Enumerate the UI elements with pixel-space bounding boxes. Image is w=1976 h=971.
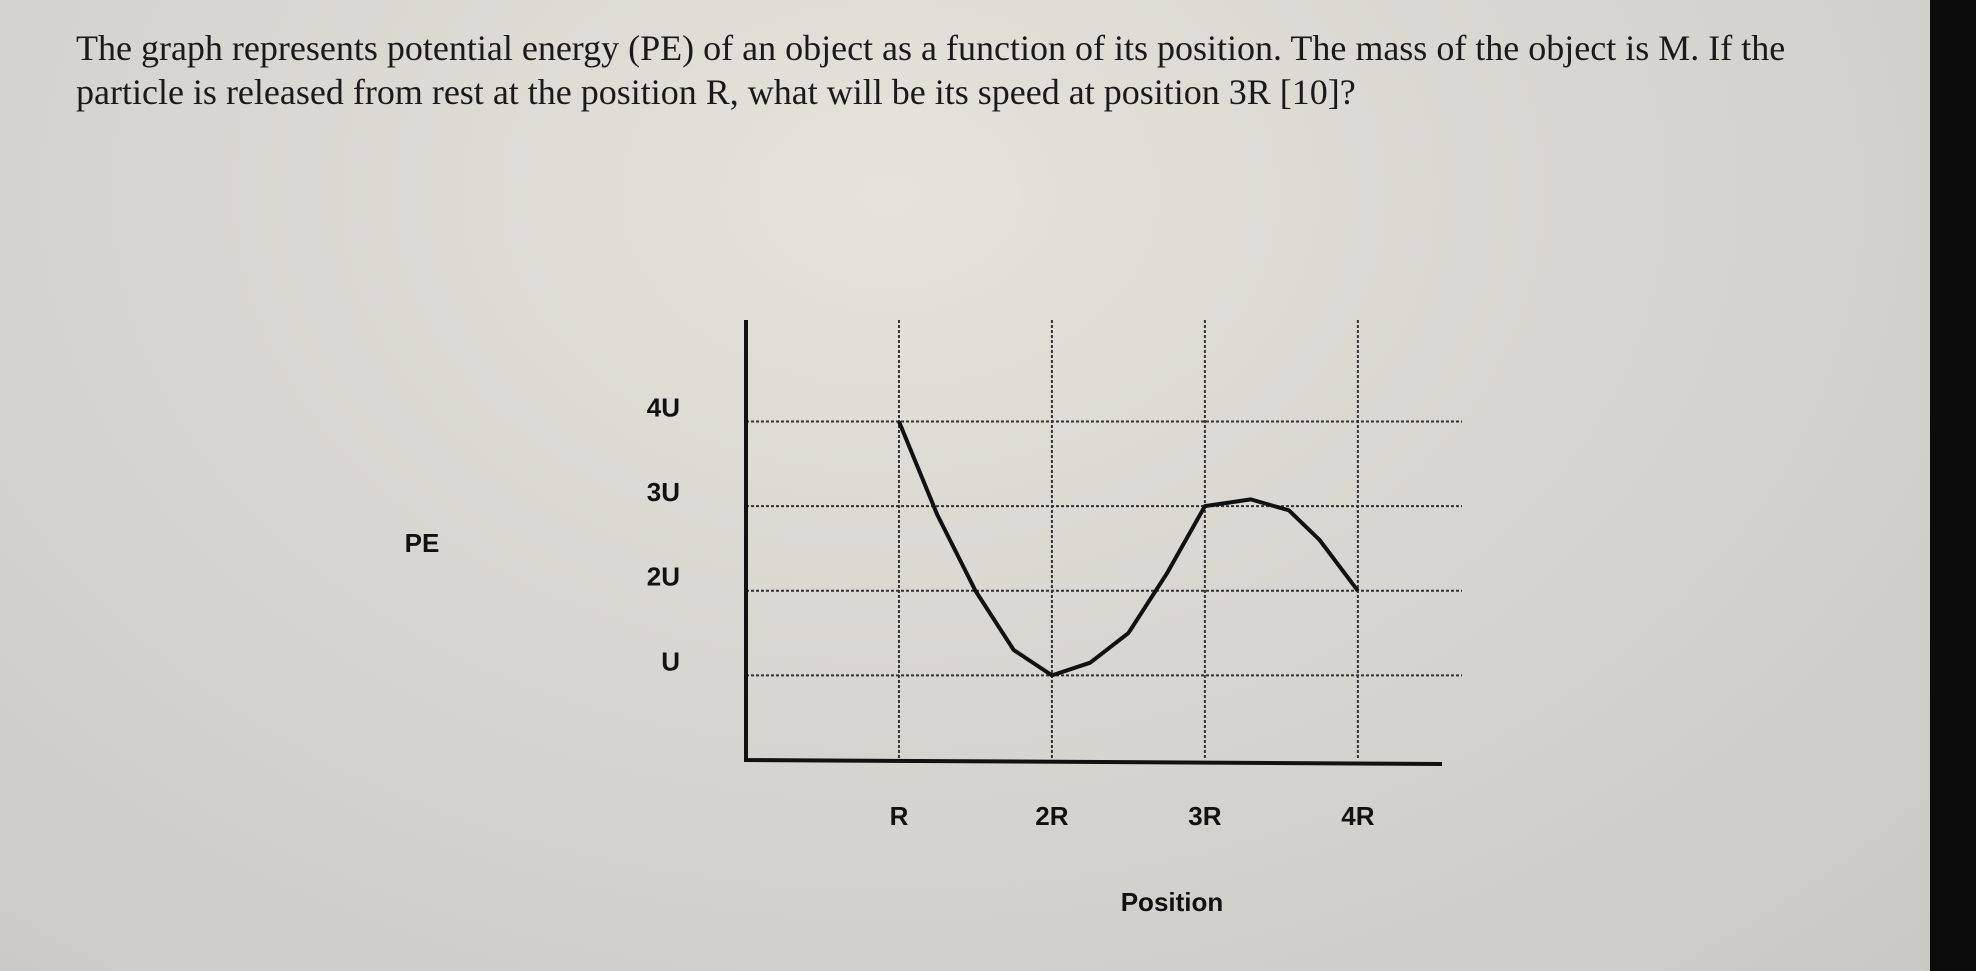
y-tick-label: 2U	[647, 562, 680, 592]
x-tick-label: R	[890, 801, 909, 831]
y-tick-label: 3U	[647, 477, 680, 507]
y-tick-label: U	[661, 646, 680, 676]
question: The graph represents potential energy (P…	[76, 28, 1786, 112]
screen-edge	[1930, 0, 1976, 971]
axes	[744, 320, 1443, 766]
y-axis-label: PE	[405, 528, 440, 558]
y-tick-label: 4U	[647, 392, 680, 422]
x-tick-label: 3R	[1188, 801, 1221, 831]
x-tick-label: 4R	[1341, 801, 1374, 831]
x-axis-label: Position	[1121, 887, 1224, 917]
x-tick-label: 2R	[1035, 801, 1068, 831]
pe-curve	[897, 420, 1360, 678]
